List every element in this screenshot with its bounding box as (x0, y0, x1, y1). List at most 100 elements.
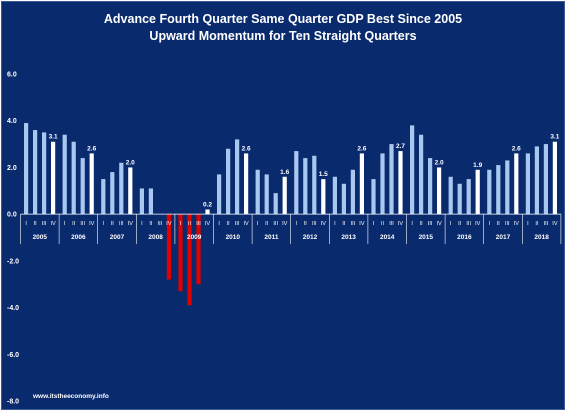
y-tick-label: -8.0 (7, 399, 19, 406)
quarter-label: I (411, 221, 413, 227)
data-label: 2.6 (512, 145, 521, 152)
quarter-label: IV (166, 221, 172, 227)
year-label: 2008 (148, 234, 163, 241)
bar (119, 162, 124, 215)
bar (428, 158, 433, 215)
year-label: 2018 (534, 234, 549, 241)
quarter-label: IV (398, 221, 404, 227)
bar (42, 132, 47, 215)
bar (303, 158, 308, 215)
year-label: 2015 (419, 234, 434, 241)
bar (332, 176, 337, 215)
quarter-label: III (158, 221, 163, 227)
bar (466, 179, 471, 215)
quarter-label: II (381, 221, 385, 227)
quarter-label: IV (50, 221, 56, 227)
y-tick-label: -2.0 (7, 258, 19, 265)
bar (205, 209, 210, 215)
quarter-label: II (535, 221, 539, 227)
bar (505, 160, 510, 215)
quarter-label: III (428, 221, 433, 227)
bar (166, 214, 171, 280)
y-tick-label: -4.0 (7, 305, 19, 312)
quarter-label: I (25, 221, 27, 227)
bar (33, 130, 38, 215)
quarter-label: III (80, 221, 85, 227)
bar (226, 148, 231, 215)
quarter-label: II (149, 221, 153, 227)
chart-title: Advance Fourth Quarter Same Quarter GDP … (104, 12, 462, 26)
bar (514, 153, 519, 215)
bar (457, 183, 462, 215)
quarter-label: I (64, 221, 66, 227)
quarter-label: IV (128, 221, 134, 227)
year-label: 2013 (341, 234, 356, 241)
year-label: 2011 (264, 234, 278, 241)
quarter-label: IV (89, 221, 95, 227)
year-label: 2006 (71, 234, 86, 241)
bar (273, 193, 278, 215)
bar (312, 155, 317, 215)
data-label: 3.1 (550, 134, 559, 141)
bar (89, 153, 94, 215)
bar (389, 144, 394, 215)
bar (380, 153, 385, 215)
bar (51, 141, 56, 215)
y-tick-label: 2.0 (7, 165, 17, 172)
quarter-label: II (497, 221, 501, 227)
data-label: 2.0 (435, 159, 444, 166)
quarter-label: III (312, 221, 317, 227)
bar (255, 169, 260, 215)
bar (80, 158, 85, 215)
quarter-label: III (505, 221, 510, 227)
data-label: 0.2 (203, 201, 212, 208)
quarter-label: III (235, 221, 240, 227)
bar (371, 179, 376, 215)
bar (187, 214, 192, 306)
data-label: 3.1 (49, 134, 58, 141)
data-label: 2.0 (126, 159, 135, 166)
bar (321, 179, 326, 215)
quarter-label: II (188, 221, 192, 227)
quarter-label: III (273, 221, 278, 227)
bar (148, 188, 153, 215)
data-label: 1.6 (280, 169, 289, 176)
bar (294, 151, 299, 215)
data-label: 2.6 (242, 145, 251, 152)
bar (110, 172, 115, 215)
y-tick-label: -6.0 (7, 352, 19, 359)
bar (128, 167, 133, 215)
quarter-label: III (42, 221, 47, 227)
quarter-label: I (141, 221, 143, 227)
y-tick-label: 4.0 (7, 118, 17, 125)
bar (178, 214, 183, 292)
quarter-label: I (180, 221, 182, 227)
bar (543, 144, 548, 215)
quarter-label: I (373, 221, 375, 227)
quarter-label: III (119, 221, 124, 227)
quarter-label: II (420, 221, 424, 227)
bar (359, 153, 364, 215)
quarter-label: II (342, 221, 346, 227)
quarter-label: I (334, 221, 336, 227)
year-label: 2010 (226, 234, 241, 241)
year-label: 2012 (303, 234, 318, 241)
bar (350, 169, 355, 215)
quarter-label: II (34, 221, 38, 227)
bar (448, 176, 453, 215)
quarter-label: I (103, 221, 105, 227)
bar (475, 169, 480, 215)
bar (410, 125, 415, 215)
quarter-label: II (72, 221, 76, 227)
quarter-label: I (489, 221, 491, 227)
bar (24, 123, 29, 215)
bar (71, 141, 76, 215)
data-label: 2.7 (396, 143, 405, 150)
bar (101, 179, 106, 215)
bar (341, 183, 346, 215)
bar (525, 153, 530, 215)
bar (62, 134, 67, 215)
